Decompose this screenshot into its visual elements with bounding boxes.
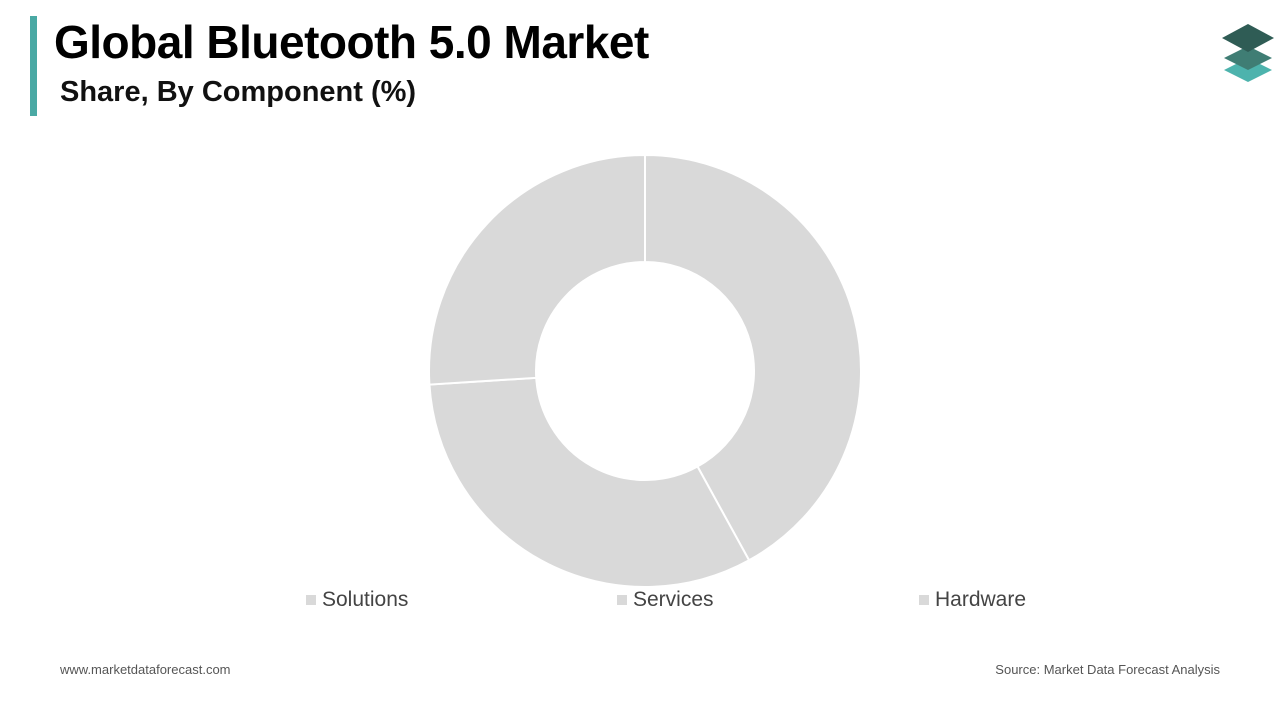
legend-item-hardware: Hardware — [919, 588, 1026, 612]
legend-swatch — [617, 595, 627, 605]
stacked-layers-icon — [1222, 24, 1274, 82]
legend-item-services: Services — [617, 588, 714, 612]
donut-slices — [428, 153, 862, 588]
legend-item-solutions: Solutions — [306, 588, 408, 612]
slice-solutions — [428, 153, 646, 386]
chart-legend: Solutions Services Hardware — [0, 588, 1280, 614]
slice-hardware — [644, 153, 862, 562]
logo-layer-top — [1222, 24, 1274, 52]
footer-source: Source: Market Data Forecast Analysis — [995, 662, 1220, 677]
title-accent-bar — [30, 16, 37, 116]
legend-label: Services — [633, 588, 714, 611]
chart-title: Global Bluetooth 5.0 Market — [54, 16, 649, 68]
slice-services — [428, 376, 751, 588]
chart-subtitle: Share, By Component (%) — [60, 76, 417, 108]
logo-layer-middle — [1224, 46, 1272, 70]
donut-chart — [428, 153, 862, 588]
legend-swatch — [306, 595, 316, 605]
footer-website[interactable]: www.marketdataforecast.com — [60, 662, 231, 677]
legend-label: Solutions — [322, 588, 409, 611]
legend-swatch — [919, 595, 929, 605]
legend-label: Hardware — [935, 588, 1027, 611]
